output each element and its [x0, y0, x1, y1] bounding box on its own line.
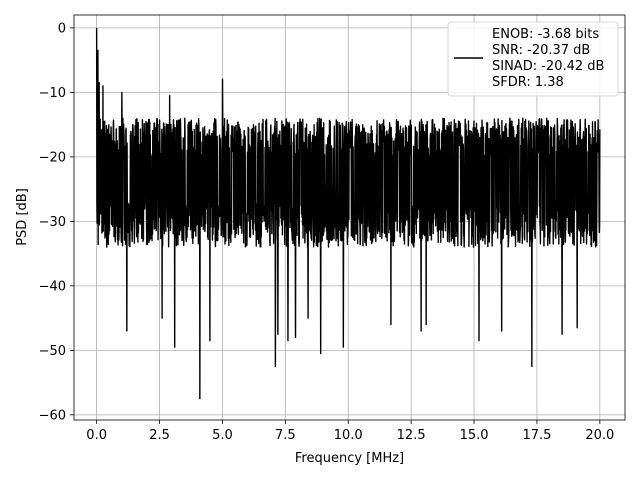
y-tick-label: −30	[39, 215, 66, 230]
legend-enob: ENOB: -3.68 bits	[492, 27, 599, 42]
x-tick-label: 5.0	[212, 428, 233, 443]
x-tick-label: 17.5	[522, 428, 551, 443]
x-tick-label: 20.0	[585, 428, 614, 443]
x-tick-label: 0.0	[86, 428, 107, 443]
x-tick-label: 10.0	[334, 428, 363, 443]
y-axis-ticks: 0 −10 −20 −30 −40 −50 −60	[39, 21, 74, 423]
legend: ENOB: -3.68 bits SNR: -20.37 dB SINAD: -…	[447, 21, 619, 97]
legend-sinad: SINAD: -20.42 dB	[492, 59, 604, 74]
x-axis-label: Frequency [MHz]	[295, 451, 404, 466]
y-tick-label: −20	[39, 150, 66, 165]
y-tick-label: −60	[39, 408, 66, 423]
y-tick-label: −50	[39, 344, 66, 359]
legend-box	[447, 21, 619, 97]
y-axis-label: PSD [dB]	[15, 188, 30, 246]
plot-frame	[73, 14, 626, 421]
x-tick-label: 15.0	[460, 428, 489, 443]
x-tick-label: 7.5	[275, 428, 296, 443]
y-tick-label: −10	[39, 86, 66, 101]
y-tick-label: 0	[58, 21, 66, 36]
series-psd	[95, 27, 601, 400]
legend-snr: SNR: -20.37 dB	[492, 43, 590, 58]
y-tick-label: −40	[39, 279, 66, 294]
x-axis-ticks: 0.0 2.5 5.0 7.5 10.0 12.5 15.0 17.5 20.0	[86, 420, 614, 443]
psd-line	[95, 27, 601, 400]
x-tick-label: 2.5	[149, 428, 170, 443]
x-tick-label: 12.5	[397, 428, 426, 443]
legend-sfdr: SFDR: 1.38	[492, 75, 564, 90]
